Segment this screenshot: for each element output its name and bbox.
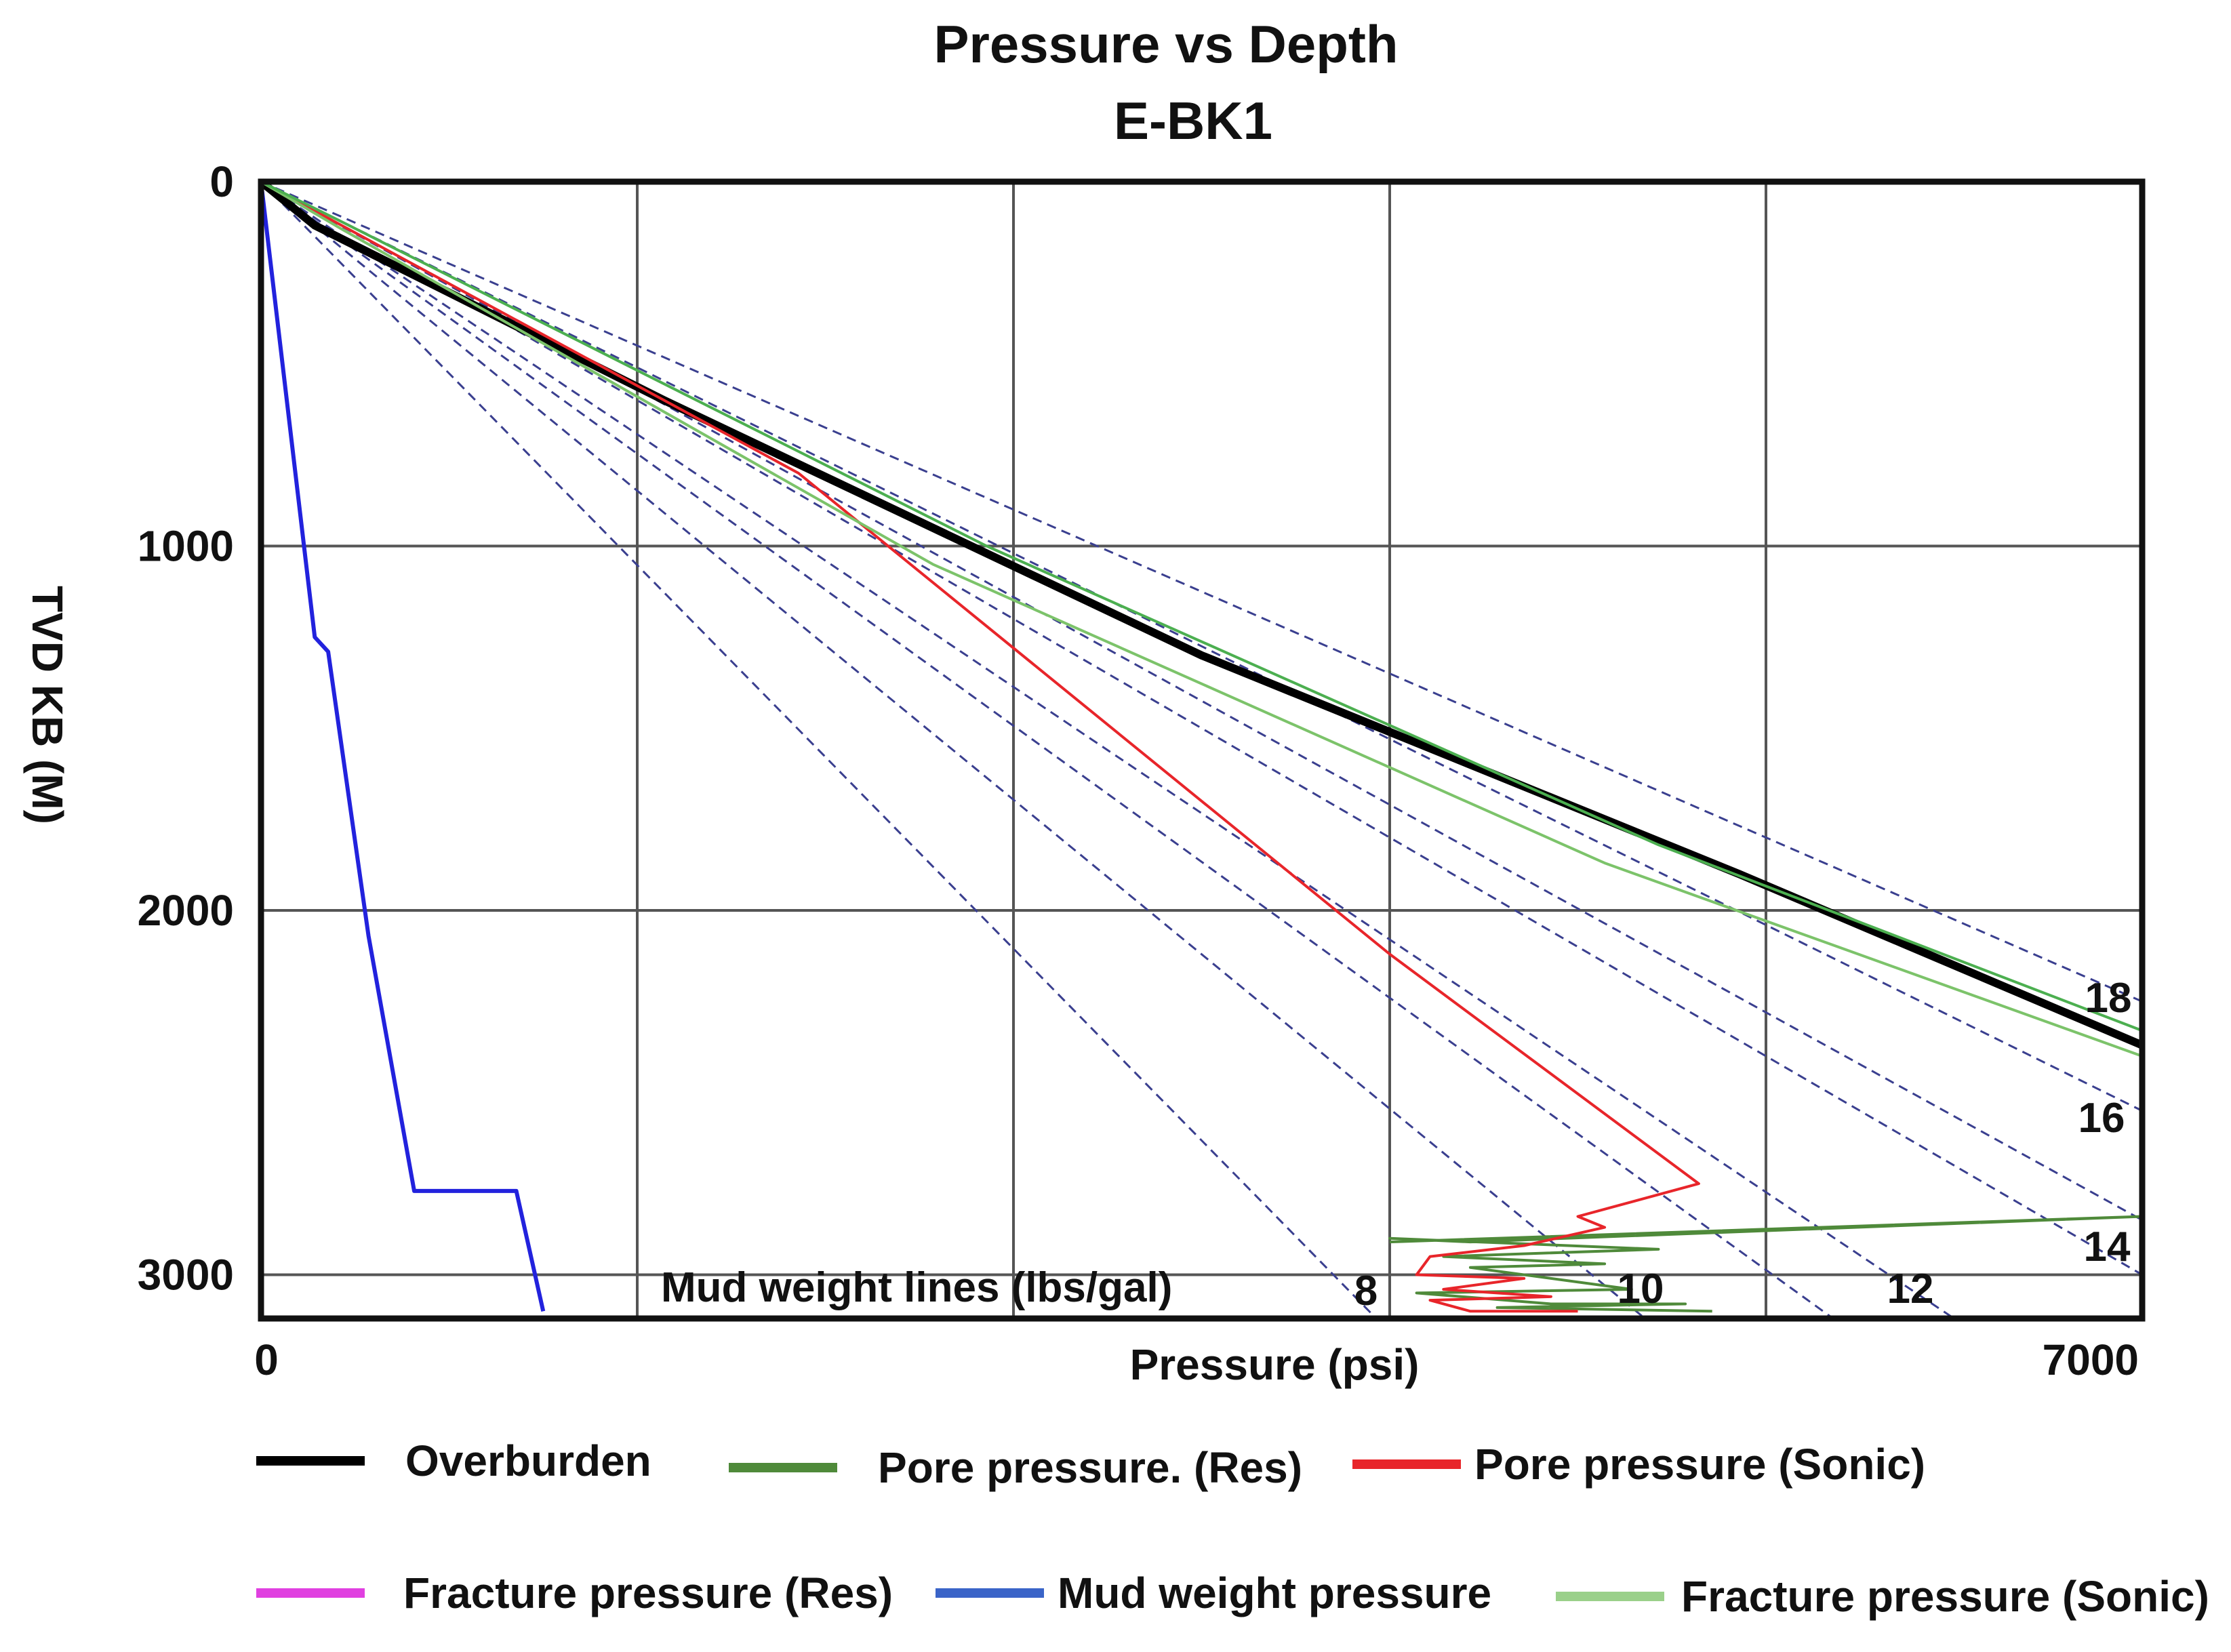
series-line-pore-pressure-res [1388, 1215, 2144, 1313]
series-line-fracture-pressure-sonic-b [260, 180, 2143, 1032]
grid [261, 182, 2142, 1318]
legend: Overburden Pore pressure. (Res) Pore press… [256, 1436, 2209, 1621]
mud-weight-line [260, 180, 1955, 1320]
x-tick-label: 7000 [2043, 1335, 2139, 1384]
mud-weight-line [260, 180, 2143, 1112]
mud-weight-line [260, 180, 1646, 1320]
series-line-overburden [258, 178, 2144, 1049]
mud-weight-label: 12 [1887, 1266, 1934, 1312]
x-axis-label: Pressure (psi) [1130, 1340, 1420, 1389]
y-tick-label: 2000 [138, 886, 234, 935]
mud-weight-line [260, 180, 1378, 1320]
legend-label: Overburden [405, 1436, 651, 1485]
mud-weight-lines [260, 180, 2143, 1320]
series-line-fracture-pressure-sonic [260, 180, 2143, 1057]
x-tick-label: 0 [254, 1335, 279, 1384]
legend-label: Fracture pressure (Sonic) [1681, 1572, 2209, 1621]
data-series [258, 178, 2144, 1313]
y-axis-label: TVD KB (M) [23, 586, 72, 824]
y-tick-label: 0 [209, 157, 234, 206]
y-tick-label: 3000 [138, 1251, 234, 1300]
x-axis-ticks: 0 7000 [254, 1335, 2139, 1384]
series-line-pore-pressure-sonic [260, 180, 1700, 1313]
mud-weight-labels: 8 10 12 14 16 18 [1354, 975, 2132, 1314]
mud-weight-label: 16 [2078, 1095, 2125, 1142]
series-line-mud-weight-pressure [259, 181, 546, 1312]
mud-weight-label: 18 [2085, 975, 2132, 1022]
mud-weight-label: 10 [1617, 1266, 1664, 1312]
legend-label: Mud weight pressure [1058, 1569, 1491, 1617]
mud-weight-caption: Mud weight lines (lbs/gal) [661, 1264, 1172, 1311]
y-tick-label: 1000 [138, 522, 234, 571]
mud-weight-label: 14 [2084, 1224, 2131, 1270]
legend-label: Pore pressure (Sonic) [1474, 1440, 1925, 1489]
mud-weight-label: 8 [1354, 1268, 1378, 1314]
mud-weight-line [260, 180, 2143, 1276]
legend-label: Pore pressure. (Res) [878, 1443, 1302, 1492]
plot-frame [258, 178, 2146, 1322]
legend-label: Fracture pressure (Res) [403, 1569, 893, 1617]
chart-title: Pressure vs Depth [934, 14, 1399, 74]
mud-weight-line [260, 180, 1834, 1320]
y-axis-ticks: 0 1000 2000 3000 [138, 157, 234, 1300]
plot-border [258, 178, 2146, 1322]
chart-subtitle: E-BK1 [1114, 91, 1272, 150]
mud-weight-line [260, 180, 2143, 1003]
